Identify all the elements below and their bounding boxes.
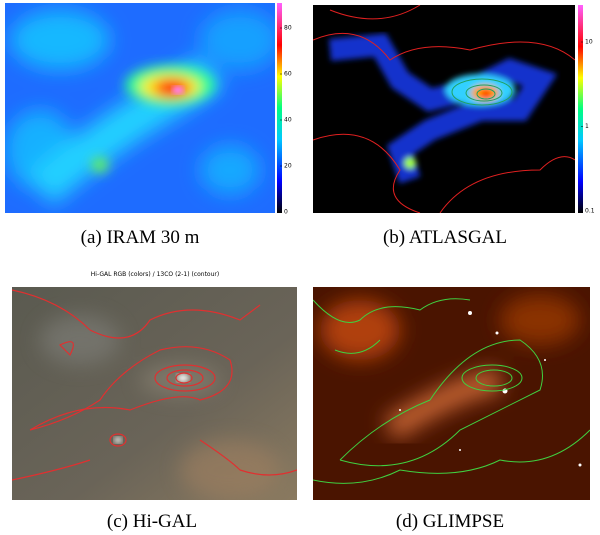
colorbar bbox=[277, 3, 282, 213]
iram-image bbox=[5, 3, 275, 213]
colorbar-tick-label: 60 bbox=[284, 71, 292, 78]
caption: (b) ATLASGAL bbox=[383, 227, 507, 248]
glimpse-image bbox=[313, 287, 590, 500]
colorbar-tick-label: 20 bbox=[284, 163, 292, 170]
colorbar-tick-label: 1 bbox=[585, 123, 589, 130]
caption: (a) IRAM 30 m bbox=[81, 227, 200, 248]
caption: (c) Hi-GAL bbox=[107, 511, 197, 532]
colorbar-tick-label: 80 bbox=[284, 25, 292, 32]
caption: (d) GLIMPSE bbox=[396, 511, 504, 532]
higal-image bbox=[12, 287, 297, 500]
colorbar-tick-label: 0.1 bbox=[585, 208, 595, 215]
colorbar bbox=[578, 5, 583, 213]
colorbar-tick-label: 0 bbox=[284, 209, 288, 216]
atlasgal-image bbox=[313, 5, 575, 213]
panel-title: Hi-GAL RGB (colors) / 13CO (2-1) (contou… bbox=[91, 271, 219, 278]
colorbar-tick-label: 40 bbox=[284, 117, 292, 124]
colorbar-tick-label: 10 bbox=[585, 39, 593, 46]
